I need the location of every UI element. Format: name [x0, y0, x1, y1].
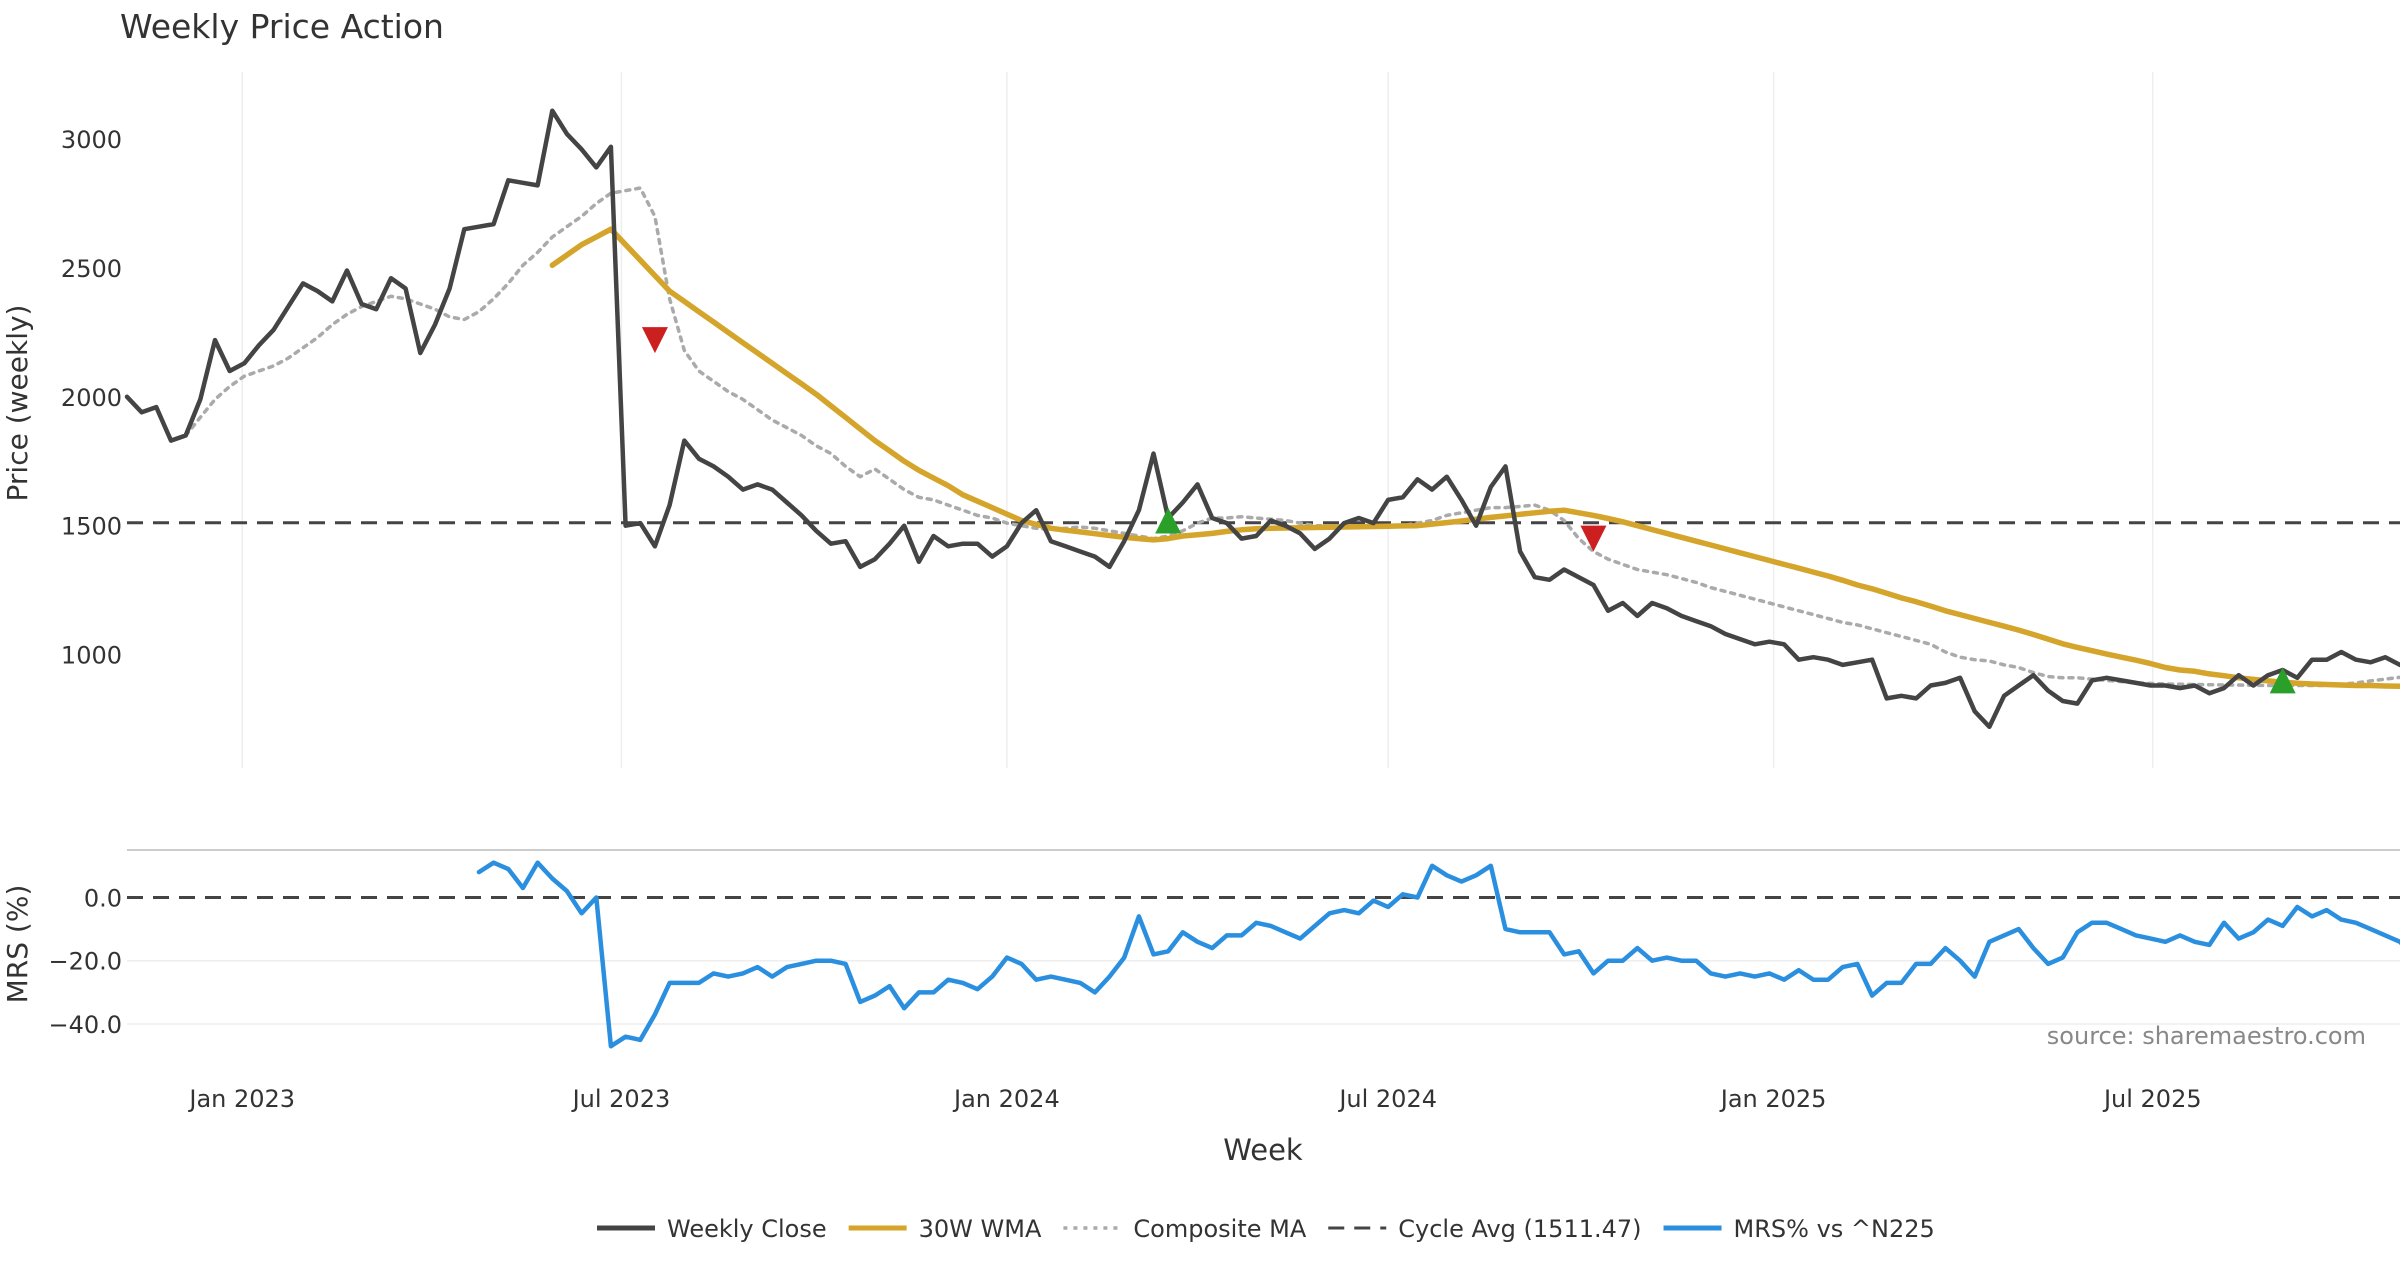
mrs-y-tick-label: −20.0 — [48, 948, 122, 976]
sell-signal-marker — [1580, 525, 1607, 552]
legend-label: Weekly Close — [667, 1215, 827, 1243]
mrs-y-tick-label: 0.0 — [84, 884, 122, 912]
legend-label: 30W WMA — [919, 1215, 1042, 1243]
price-chart-title: Weekly Price Action — [120, 7, 444, 46]
legend-label: Composite MA — [1133, 1215, 1306, 1243]
price-composite-ma-line — [183, 186, 2400, 688]
mrs-mrs-vs-n225-line — [476, 860, 2400, 1049]
x-tick-label: Jan 2025 — [1719, 1085, 1827, 1113]
price-y-tick-label: 3000 — [61, 126, 122, 154]
legend-label: MRS% vs ^N225 — [1734, 1215, 1935, 1243]
sell-signal-marker — [641, 327, 668, 354]
source-text: source: sharemaestro.com — [2047, 1022, 2366, 1050]
price-y-axis-label: Price (weekly) — [1, 305, 34, 502]
price-weekly-close-line — [124, 108, 2400, 730]
x-tick-label: Jul 2023 — [571, 1085, 671, 1113]
price-y-tick-label: 2500 — [61, 255, 122, 283]
buy-signal-marker — [1155, 507, 1182, 534]
price-30w-wma-line — [549, 226, 2400, 690]
mrs-y-tick-label: −40.0 — [48, 1011, 122, 1039]
x-axis-label: Week — [1223, 1133, 1303, 1167]
x-tick-label: Jul 2025 — [2102, 1085, 2202, 1113]
price-y-tick-label: 2000 — [61, 384, 122, 412]
x-tick-label: Jan 2024 — [952, 1085, 1060, 1113]
buy-signal-marker — [2269, 667, 2296, 694]
price-y-tick-label: 1500 — [61, 513, 122, 541]
mrs-y-axis-label: MRS (%) — [1, 885, 34, 1004]
x-tick-label: Jul 2024 — [1337, 1085, 1437, 1113]
x-tick-label: Jan 2023 — [187, 1085, 295, 1113]
legend-label: Cycle Avg (1511.47) — [1398, 1215, 1641, 1243]
price-y-tick-label: 1000 — [61, 642, 122, 670]
